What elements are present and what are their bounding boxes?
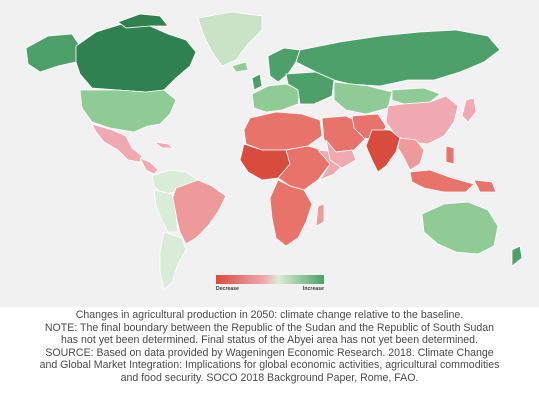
legend-low-label: Decrease — [216, 286, 240, 292]
region-central-asia — [333, 81, 393, 115]
region-canada — [75, 23, 197, 93]
region-png — [473, 179, 497, 193]
caption-source-2: and Global Market Integration: Implicati… — [39, 359, 500, 372]
region-usa — [79, 89, 177, 133]
caption-source-1: SOURCE: Based on data provided by Wageni… — [45, 346, 494, 359]
region-uk — [251, 73, 263, 91]
caption-source-3: and food security. SOCO 2018 Background … — [120, 371, 419, 384]
map-panel: Decrease Increase — [0, 0, 539, 307]
region-greenland — [197, 11, 263, 67]
region-australia — [421, 201, 499, 255]
region-indonesia — [409, 169, 475, 193]
region-india — [365, 129, 401, 173]
region-madagascar — [315, 203, 325, 227]
region-caribbean — [153, 141, 175, 149]
region-arctic-islands — [117, 13, 169, 29]
legend-high-label: Increase — [302, 286, 324, 292]
region-north-africa — [243, 111, 323, 151]
region-new-zealand — [511, 245, 523, 267]
region-mexico — [91, 123, 143, 163]
caption-note-2: has not yet been determined. Final statu… — [61, 334, 478, 347]
region-scandinavia — [267, 47, 301, 83]
region-iceland — [231, 61, 249, 73]
map-legend: Decrease Increase — [216, 275, 324, 297]
region-japan — [461, 97, 477, 123]
region-southern-africa — [269, 179, 313, 247]
region-central-america — [139, 157, 159, 175]
caption-title: Changes in agricultural production in 20… — [75, 309, 464, 321]
region-brazil — [171, 179, 227, 245]
region-southeast-asia — [397, 137, 425, 171]
region-southern-cone — [159, 231, 187, 291]
figure-caption: Changes in agricultural production in 20… — [4, 309, 535, 385]
region-andes — [153, 189, 179, 233]
region-russia — [295, 29, 501, 87]
region-arabia — [325, 139, 357, 169]
region-western-europe — [251, 83, 301, 113]
world-map — [25, 11, 523, 291]
legend-color-scale — [216, 275, 324, 284]
region-alaska — [25, 33, 81, 73]
caption-note-1: NOTE: The final boundary between the Rep… — [44, 321, 495, 334]
region-philippines — [445, 145, 455, 165]
region-central-africa — [277, 145, 331, 191]
